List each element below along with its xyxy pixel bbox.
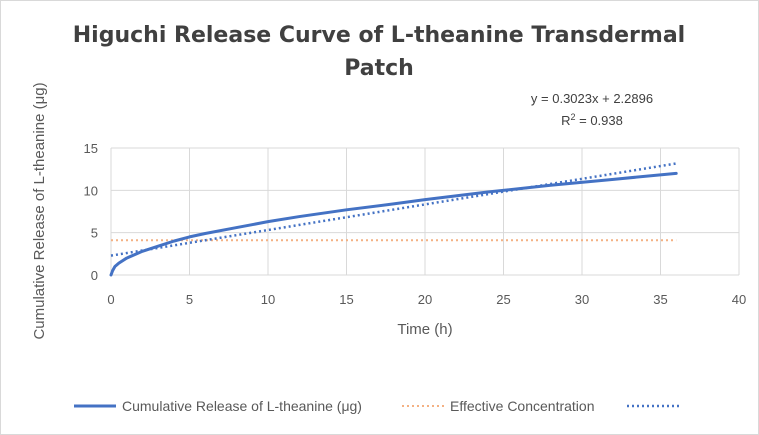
- y-tick-labels: 0 5 10 15: [84, 141, 98, 283]
- legend: Cumulative Release of L-theanine (μg) Ef…: [74, 398, 679, 414]
- chart-title-line2: Patch: [344, 56, 414, 81]
- x-tick-label: 5: [186, 292, 193, 307]
- series-layer: [109, 162, 678, 277]
- trendline-linear: [110, 162, 677, 257]
- series-line-cumulative-release: [109, 171, 678, 277]
- x-tick-label: 15: [339, 292, 353, 307]
- legend-label-effective: Effective Concentration: [450, 398, 595, 414]
- trendline-equation: y = 0.3023x + 2.2896: [531, 91, 653, 106]
- x-tick-label: 30: [575, 292, 589, 307]
- trendline-r-squared: R2 = 0.938: [561, 112, 623, 128]
- legend-label-cumulative: Cumulative Release of L-theanine (μg): [122, 398, 362, 414]
- x-tick-label: 40: [732, 292, 746, 307]
- r-squared-label: R: [561, 113, 570, 128]
- x-tick-label: 25: [496, 292, 510, 307]
- chart-title-line1: Higuchi Release Curve of L-theanine Tran…: [73, 23, 685, 48]
- x-tick-label: 35: [653, 292, 667, 307]
- gridlines: [110, 147, 740, 276]
- y-tick-label: 15: [84, 141, 98, 156]
- y-axis-title: Cumulative Release of L-theanine (μg): [31, 82, 48, 339]
- y-tick-label: 10: [84, 183, 98, 198]
- x-tick-labels: 0 5 10 15 20 25 30 35 40: [107, 292, 746, 307]
- x-tick-label: 0: [107, 292, 114, 307]
- x-tick-label: 10: [261, 292, 275, 307]
- y-tick-label: 5: [91, 226, 98, 241]
- x-axis-title: Time (h): [397, 321, 452, 338]
- r-squared-value: = 0.938: [576, 113, 623, 128]
- r-squared-sup: 2: [571, 112, 576, 122]
- x-tick-label: 20: [418, 292, 432, 307]
- y-tick-label: 0: [91, 268, 98, 283]
